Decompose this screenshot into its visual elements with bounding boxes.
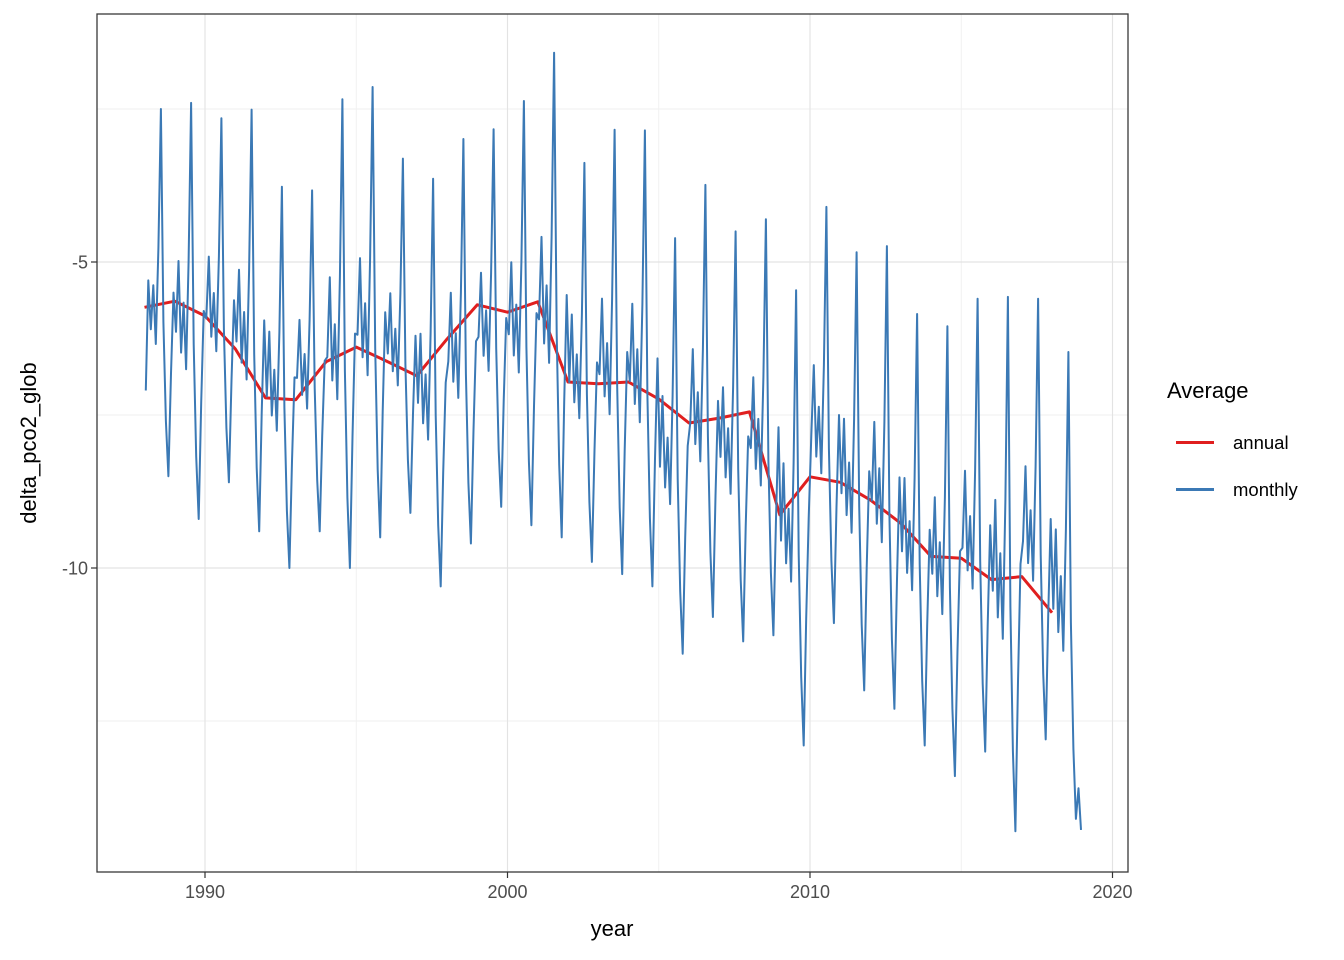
monthly-line xyxy=(144,51,1082,833)
svg-text:-10: -10 xyxy=(62,559,88,579)
svg-text:2020: 2020 xyxy=(1092,882,1132,902)
svg-text:2000: 2000 xyxy=(487,882,527,902)
svg-text:-5: -5 xyxy=(72,253,88,273)
axis-tick-labels: 1990 2000 2010 2020 -5 -10 xyxy=(62,253,1133,903)
series-lines xyxy=(144,51,1082,833)
x-axis-title: year xyxy=(591,916,634,941)
panel-border xyxy=(96,13,1129,873)
y-axis-title: delta_pco2_glob xyxy=(16,362,41,523)
axis-ticks xyxy=(91,261,1114,878)
svg-text:2010: 2010 xyxy=(790,882,830,902)
svg-text:1990: 1990 xyxy=(185,882,225,902)
